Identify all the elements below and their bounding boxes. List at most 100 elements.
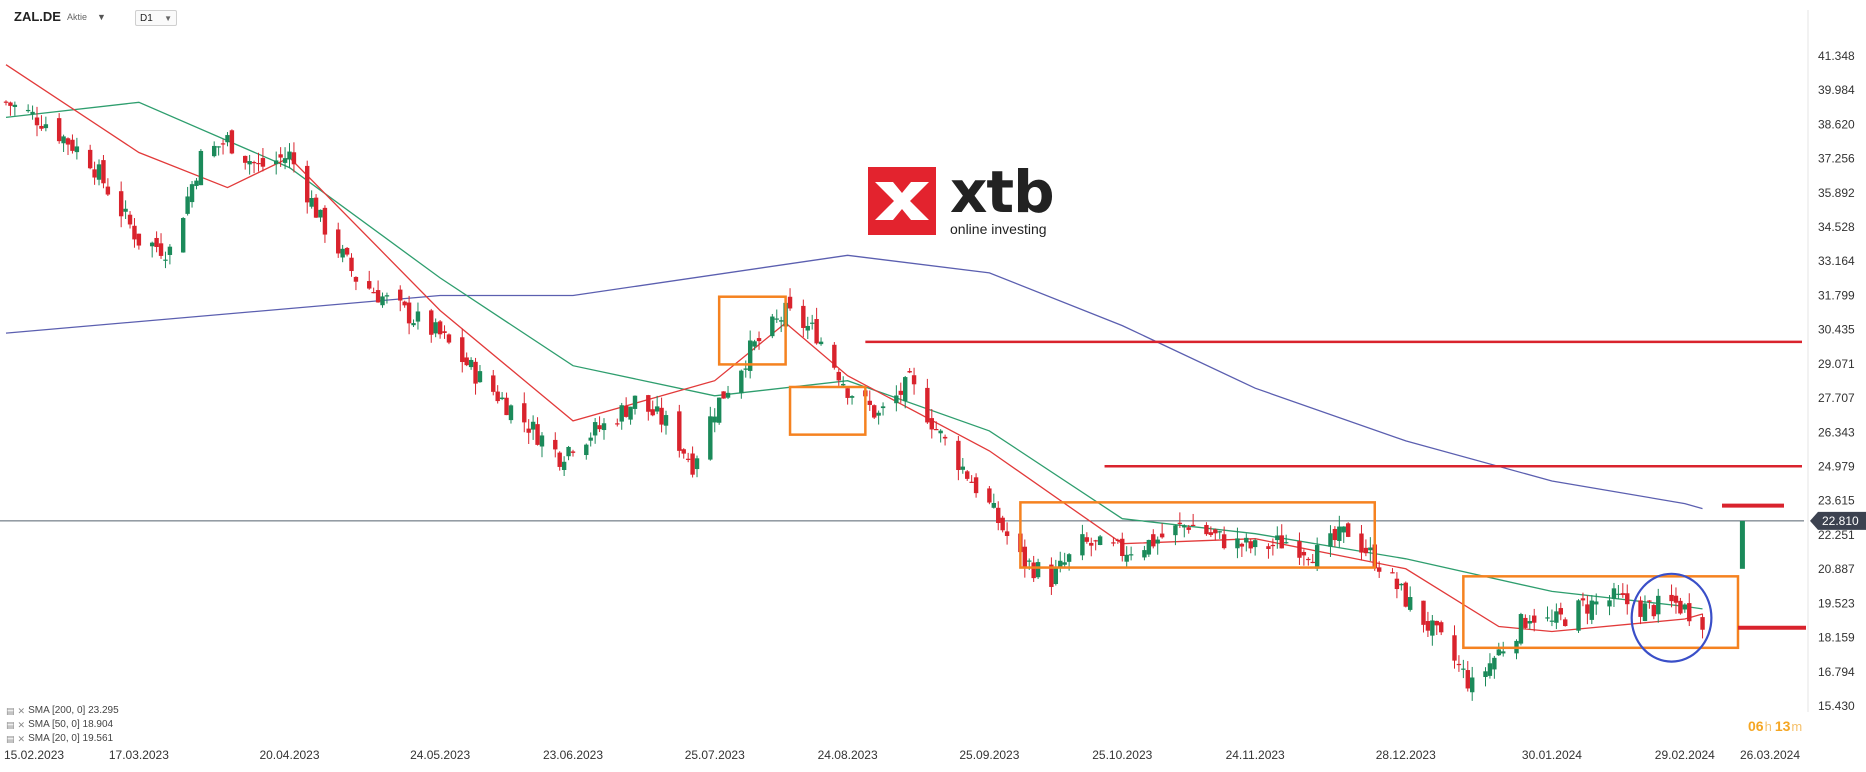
candle-body [105, 186, 111, 195]
candle-body [1089, 542, 1094, 546]
candle-body [778, 320, 784, 322]
indicator-legend: ▤ ✕ SMA [200, 0] 23.295 ▤ ✕ SMA [50, 0] … [6, 704, 119, 746]
candle-body [1000, 517, 1005, 531]
candle-body [154, 237, 159, 248]
settings-icon[interactable]: ▤ [6, 720, 15, 730]
candle-body [1452, 635, 1457, 661]
candle-body [1332, 528, 1338, 541]
close-icon[interactable]: ✕ [17, 734, 26, 744]
candle-body [349, 257, 354, 272]
candle-body [801, 305, 806, 328]
candle-body [1314, 545, 1320, 569]
candle-body [1341, 526, 1346, 533]
candle-body [770, 316, 775, 337]
candle-countdown: 06h 13m [1748, 718, 1805, 734]
candle-body [818, 341, 824, 345]
range-box [1019, 501, 1377, 569]
candle-body [872, 405, 877, 418]
candle-body [322, 207, 328, 235]
candle-body [30, 111, 35, 115]
candle-body [965, 471, 970, 479]
candle-body [685, 458, 691, 460]
candle-body [1004, 531, 1010, 536]
candle-body [61, 136, 66, 144]
candle-body [1120, 538, 1125, 557]
candle-body [654, 406, 660, 412]
candle-body [499, 397, 505, 400]
candle-body [1186, 527, 1191, 530]
candle-body [1235, 538, 1240, 549]
candle-body [650, 409, 655, 416]
x-tick-label: 20.04.2023 [259, 748, 319, 762]
candle-body [380, 296, 385, 306]
candle-body [1585, 604, 1590, 614]
candle-body [973, 477, 979, 494]
x-tick-label: 26.03.2024 [1740, 748, 1800, 762]
candle-body [225, 135, 230, 143]
candle-body [1434, 620, 1439, 626]
symbol-selector[interactable]: ZAL.DE Aktie ▼ [14, 9, 106, 24]
candle-body [1151, 534, 1156, 547]
candle-body [243, 155, 248, 163]
settings-icon[interactable]: ▤ [6, 706, 15, 716]
candle-body [287, 151, 292, 160]
candle-body [584, 444, 589, 456]
candle-body [756, 338, 762, 342]
candle-body [1111, 542, 1116, 544]
candle-body [87, 149, 93, 169]
chevron-down-icon[interactable]: ▼ [96, 11, 106, 22]
candle-body [1058, 560, 1063, 568]
candle-body [1306, 558, 1311, 561]
candle-body [845, 388, 850, 398]
candle-body [429, 310, 434, 335]
candle-body [336, 229, 341, 254]
candle-body [929, 418, 934, 430]
candle-body [1492, 657, 1497, 670]
x-tick-label: 25.10.2023 [1092, 748, 1152, 762]
candle-body [1407, 597, 1413, 610]
candle-body [1625, 593, 1630, 605]
legend-item-sma200[interactable]: ▤ ✕ SMA [200, 0] 23.295 [6, 704, 119, 718]
y-tick-label: 39.984 [1818, 83, 1855, 97]
candle-body [712, 416, 717, 423]
candle-body-last [1739, 520, 1745, 569]
candle-body [118, 191, 124, 217]
candle-body [367, 281, 372, 289]
candle-body [1022, 546, 1028, 567]
candle-body [1465, 670, 1470, 689]
candle-body [477, 371, 483, 383]
candle-body [1310, 561, 1315, 564]
x-tick-label: 28.12.2023 [1376, 748, 1436, 762]
x-tick-label: 24.05.2023 [410, 748, 470, 762]
candle-body [56, 118, 62, 142]
sma-line [5, 101, 1703, 610]
close-icon[interactable]: ✕ [17, 720, 26, 730]
y-tick-label: 22.251 [1818, 528, 1855, 542]
candle-body [25, 109, 31, 112]
candle-body [149, 242, 155, 247]
close-icon[interactable]: ✕ [17, 706, 26, 716]
settings-icon[interactable]: ▤ [6, 734, 15, 744]
timeframe-select[interactable]: D1 ▼ [135, 10, 177, 26]
candle-body [708, 416, 713, 460]
candle-body [468, 359, 474, 368]
candle-body [1270, 544, 1276, 547]
candle-body [832, 344, 837, 368]
candle-body [553, 439, 558, 450]
candle-body [1363, 547, 1369, 554]
candle-body [185, 196, 190, 214]
candle-body [1669, 594, 1674, 602]
candle-body [1647, 600, 1652, 602]
candle-body [557, 452, 562, 467]
legend-item-sma50[interactable]: ▤ ✕ SMA [50, 0] 18.904 [6, 718, 119, 732]
candle-body [597, 425, 602, 430]
candle-body [189, 184, 195, 203]
symbol-type: Aktie [66, 11, 87, 22]
candle-body [411, 323, 416, 326]
legend-item-sma20[interactable]: ▤ ✕ SMA [20, 0] 19.561 [6, 732, 119, 746]
range-box [1462, 575, 1740, 650]
y-tick-label: 20.887 [1818, 562, 1855, 576]
candle-body [163, 259, 168, 261]
